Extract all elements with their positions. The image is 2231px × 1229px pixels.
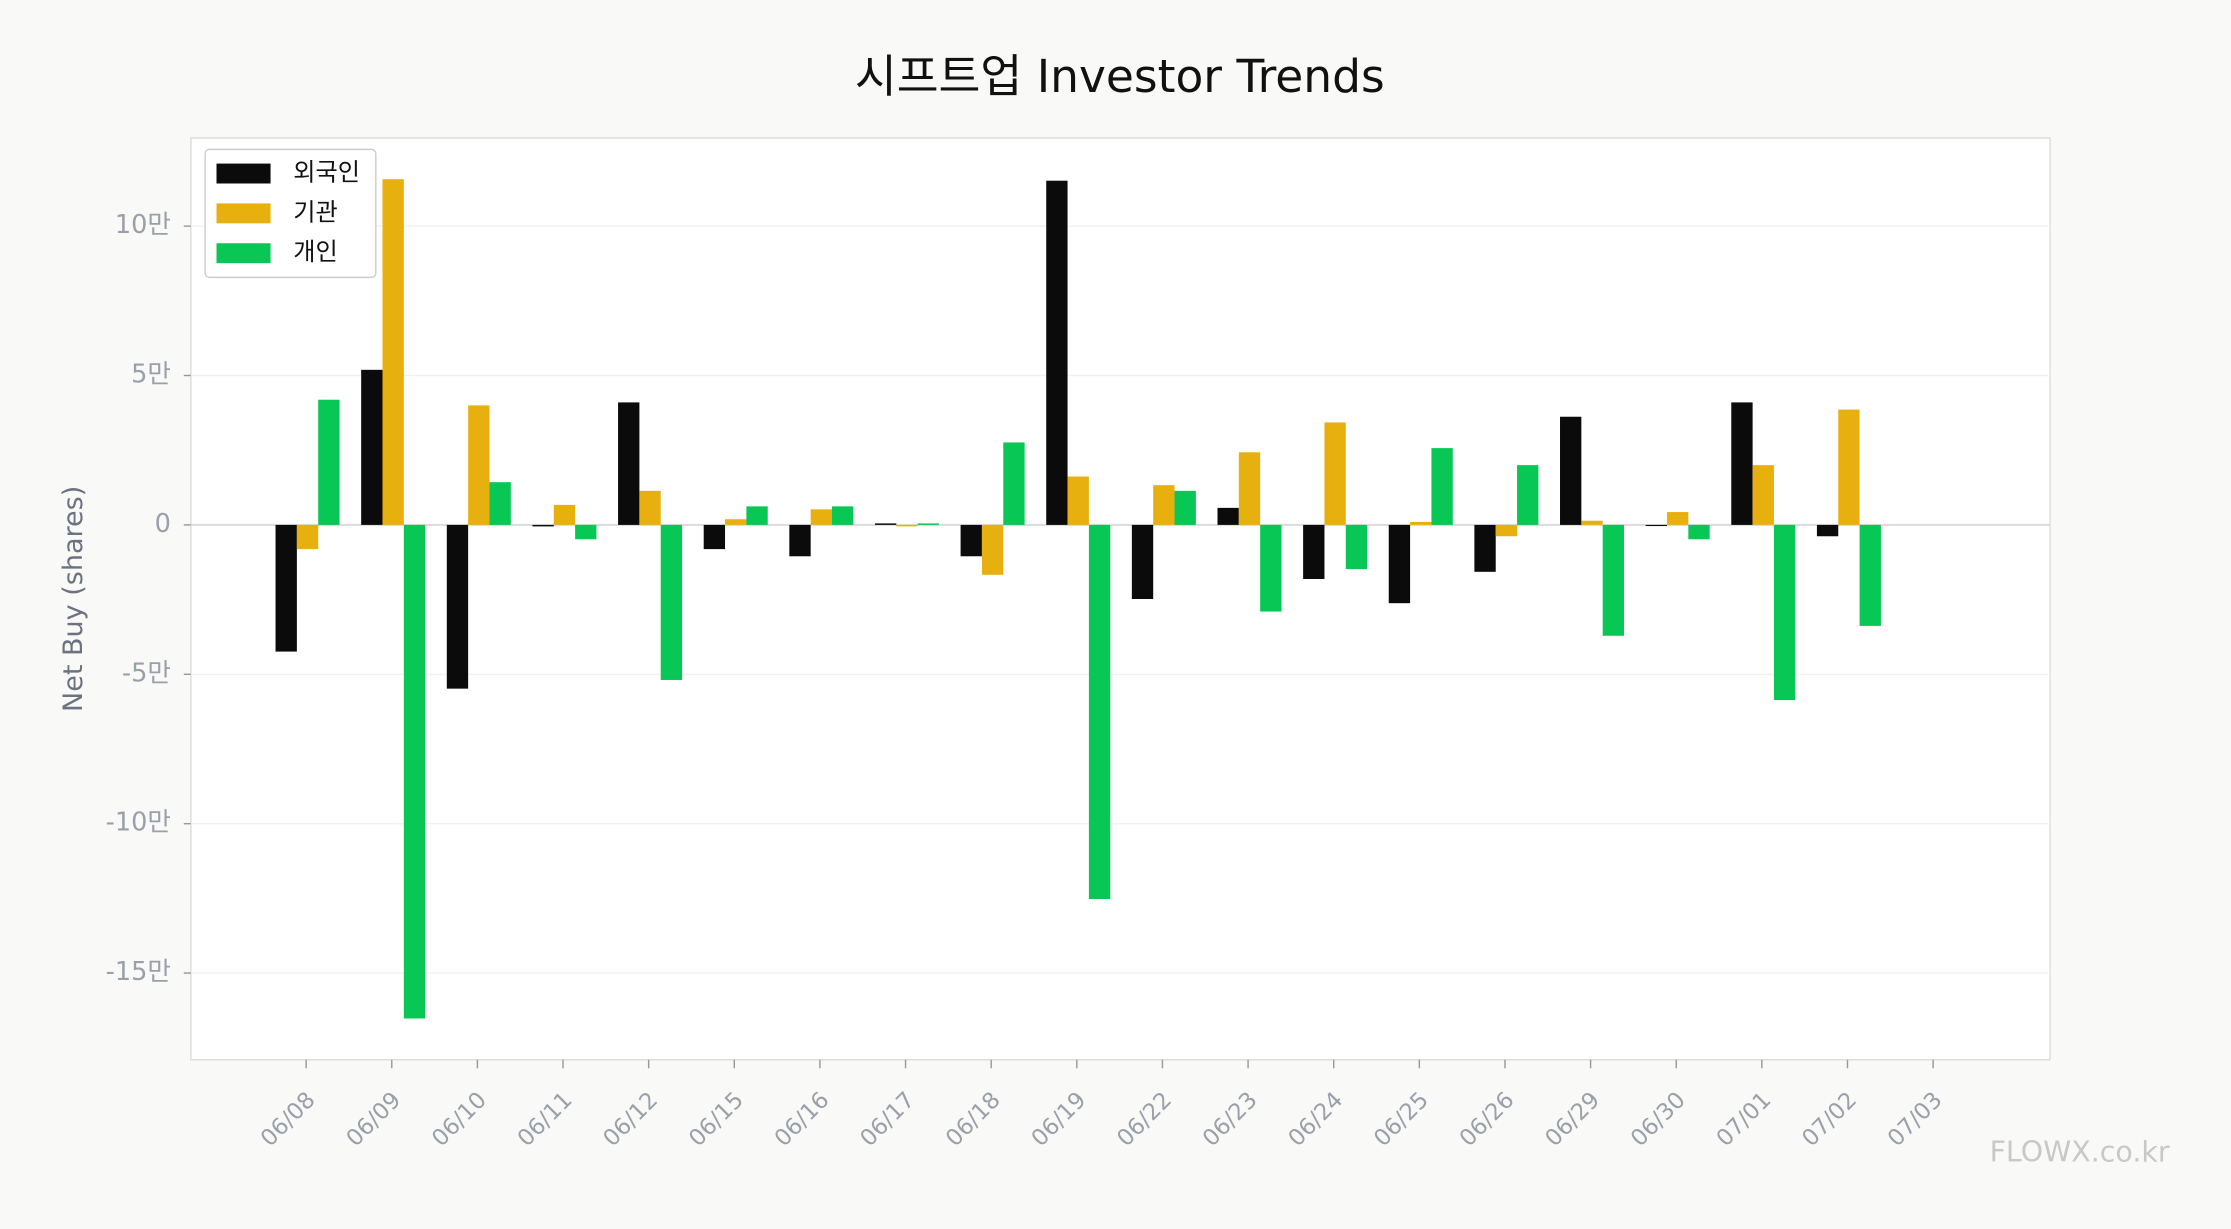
y-axis-label: Net Buy (shares) — [58, 486, 89, 712]
bar — [468, 405, 490, 525]
x-tick-label: 06/17 — [855, 1087, 920, 1152]
bar — [489, 482, 511, 525]
bar — [1003, 442, 1025, 525]
y-tick-label: 0 — [155, 509, 171, 539]
bar — [403, 524, 426, 1019]
bar — [1153, 485, 1175, 525]
legend-label: 개인 — [293, 238, 337, 266]
bar — [874, 523, 897, 525]
x-tick-label: 06/24 — [1283, 1087, 1348, 1152]
bar — [1217, 507, 1239, 525]
bar — [1431, 448, 1453, 525]
bar — [981, 524, 1004, 575]
x-tick-label: 07/02 — [1797, 1087, 1862, 1152]
bar — [1324, 422, 1346, 525]
x-tick-label: 06/19 — [1027, 1087, 1092, 1152]
plot-area — [190, 137, 2051, 1061]
bar — [1174, 490, 1196, 525]
x-tick-label: 06/12 — [598, 1087, 663, 1152]
x-tick-label: 06/09 — [342, 1087, 407, 1152]
x-tick-label: 06/30 — [1626, 1087, 1691, 1152]
bar — [832, 506, 854, 525]
watermark: FLOWX.co.kr — [1990, 1136, 2170, 1169]
x-tick-label: 06/22 — [1112, 1087, 1177, 1152]
x-tick-label: 06/11 — [513, 1087, 578, 1152]
bar — [1238, 452, 1261, 525]
bar — [1303, 524, 1325, 579]
y-tick-label: -5만 — [122, 658, 171, 688]
y-tick-label: -10만 — [106, 808, 171, 838]
bar — [1688, 524, 1710, 540]
x-tick-label: 06/23 — [1198, 1087, 1263, 1152]
legend-label: 외국인 — [293, 159, 360, 187]
legend-label: 기관 — [293, 198, 337, 226]
bar — [618, 402, 640, 525]
legend-swatch — [216, 203, 271, 224]
bar — [1474, 524, 1496, 572]
x-tick-label: 06/18 — [941, 1087, 1006, 1152]
bar — [960, 524, 982, 557]
bar — [575, 524, 597, 540]
x-tick-label: 06/08 — [256, 1087, 321, 1152]
bar — [1345, 524, 1368, 570]
x-tick-label: 06/15 — [684, 1087, 749, 1152]
bar — [810, 509, 833, 525]
bar — [1088, 524, 1111, 899]
bar — [639, 490, 661, 525]
bar — [1560, 416, 1582, 525]
bar — [1838, 409, 1860, 525]
bar — [1816, 524, 1839, 537]
x-tick-label: 06/16 — [770, 1087, 835, 1152]
bar — [1517, 465, 1539, 525]
chart-title: 시프트업 Investor Trends — [855, 50, 1385, 103]
legend-swatch — [216, 163, 271, 184]
bar — [553, 504, 576, 525]
bar — [746, 506, 768, 525]
bar — [296, 524, 319, 550]
bar — [1645, 524, 1667, 527]
bar — [1131, 524, 1154, 600]
bar — [1067, 476, 1089, 525]
x-tick-label: 07/03 — [1883, 1087, 1948, 1152]
x-tick-label: 06/26 — [1455, 1087, 1520, 1152]
bar — [318, 399, 340, 525]
bar — [361, 369, 383, 525]
bar — [917, 523, 939, 525]
bar — [725, 519, 747, 525]
bar — [446, 524, 469, 689]
x-tick-label: 06/10 — [427, 1087, 492, 1152]
x-tick-label: 06/29 — [1540, 1087, 1605, 1152]
bar — [1773, 524, 1796, 700]
bar — [1495, 524, 1518, 537]
x-tick-label: 07/01 — [1712, 1087, 1777, 1152]
legend-swatch — [216, 243, 271, 264]
x-tick-label: 06/25 — [1369, 1087, 1434, 1152]
bar — [703, 524, 726, 550]
y-tick-label: 5만 — [131, 360, 171, 390]
bar — [789, 524, 811, 557]
bar — [532, 524, 554, 527]
bar — [382, 179, 404, 525]
bar — [1602, 524, 1625, 636]
y-tick-label: 10만 — [115, 210, 171, 240]
bar — [1666, 512, 1689, 525]
bar — [1859, 524, 1881, 626]
bar — [1388, 524, 1411, 604]
bar — [1731, 402, 1753, 525]
bar — [1260, 524, 1282, 612]
bar — [275, 524, 297, 652]
bar — [660, 524, 683, 680]
bar — [1752, 465, 1774, 525]
bar — [1581, 520, 1603, 525]
bar — [1046, 180, 1068, 525]
bar — [896, 524, 918, 527]
y-tick-label: -15만 — [106, 957, 171, 987]
bar — [1410, 521, 1432, 525]
